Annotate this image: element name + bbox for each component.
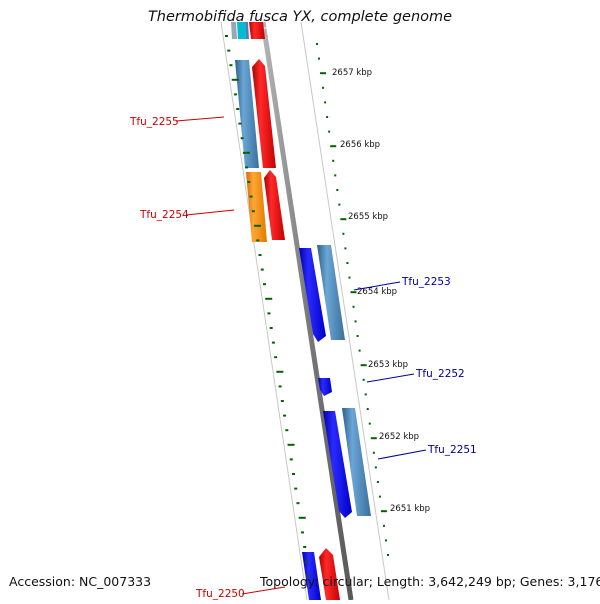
outer-scale-ticks [225,35,311,578]
gene-tfu-2250-cds-reverse[interactable] [302,552,321,600]
gene-label-leader-line [185,209,235,216]
gene-tfu-2253-group[interactable] [299,245,345,342]
top-cut-features [231,22,265,39]
scale-label: 2656 kbp [340,140,380,150]
gene-tfu-2254-cds[interactable] [264,170,285,240]
gene-tfu-2251-cds[interactable] [323,411,352,518]
partial-feature-gray [231,22,237,39]
partial-feature-cyan [237,22,246,39]
scale-label: 2654 kbp [357,287,397,297]
gene-tfu-2250-cds[interactable] [319,548,340,600]
partial-feature-blue [245,22,249,39]
gene-tfu-2255-feature[interactable] [235,60,259,168]
outer-track-edge [220,21,308,601]
genome-backbone [260,21,354,601]
gene-label-leader-line [366,373,415,383]
partial-feature-red [249,22,265,39]
gene-tfu-2253-feature[interactable] [317,245,345,340]
inner-scale-ticks [316,43,390,556]
scale-label: 2655 kbp [348,212,388,222]
gene-label[interactable]: Tfu_2253 [401,276,451,288]
gene-tfu-2255-group[interactable] [235,59,276,168]
gene-labels: Tfu_2255 Tfu_2254 Tfu_2253 Tfu_2252 Tfu_2251… [129,116,477,600]
scale-label: 2657 kbp [332,68,372,78]
gene-tfu-2252-group[interactable] [318,378,332,396]
inner-track-edge [300,21,390,601]
gene-tfu-2251-feature[interactable] [342,408,371,516]
accession-text: Accession: NC_007333 [9,574,152,589]
gene-label-leader-line [241,586,286,595]
gene-label[interactable]: Tfu_2251 [427,444,477,456]
gene-tfu-2251-group[interactable] [323,408,371,518]
scale-labels: 2657 kbp 2656 kbp 2655 kbp 2654 kbp 2653 kbp… [332,68,430,514]
gene-label[interactable]: Tfu_2254 [139,209,189,221]
scale-label: 2651 kbp [390,504,430,514]
gene-tfu-2254-feature[interactable] [246,172,267,242]
scale-label: 2653 kbp [368,360,408,370]
gene-tfu-2253-cds[interactable] [299,248,326,342]
gene-tfu-2250-group[interactable] [302,548,340,600]
gene-tfu-2252-cds[interactable] [318,378,332,396]
gene-label-leader-line [175,116,225,122]
gene-label[interactable]: Tfu_2255 [129,116,179,128]
gene-tfu-2254-group[interactable] [246,170,285,242]
scale-label: 2652 kbp [379,432,419,442]
gene-label[interactable]: Tfu_2250 [195,588,245,600]
genome-summary-text: Topology: circular; Length: 3,642,249 bp… [260,574,600,589]
gene-label-leader-line [353,281,401,291]
map-title: Thermobifida fusca YX, complete genome [147,9,453,25]
gene-label-leader-line [377,449,427,460]
gene-tfu-2255-cds[interactable] [252,59,276,168]
gene-label[interactable]: Tfu_2252 [415,368,465,380]
